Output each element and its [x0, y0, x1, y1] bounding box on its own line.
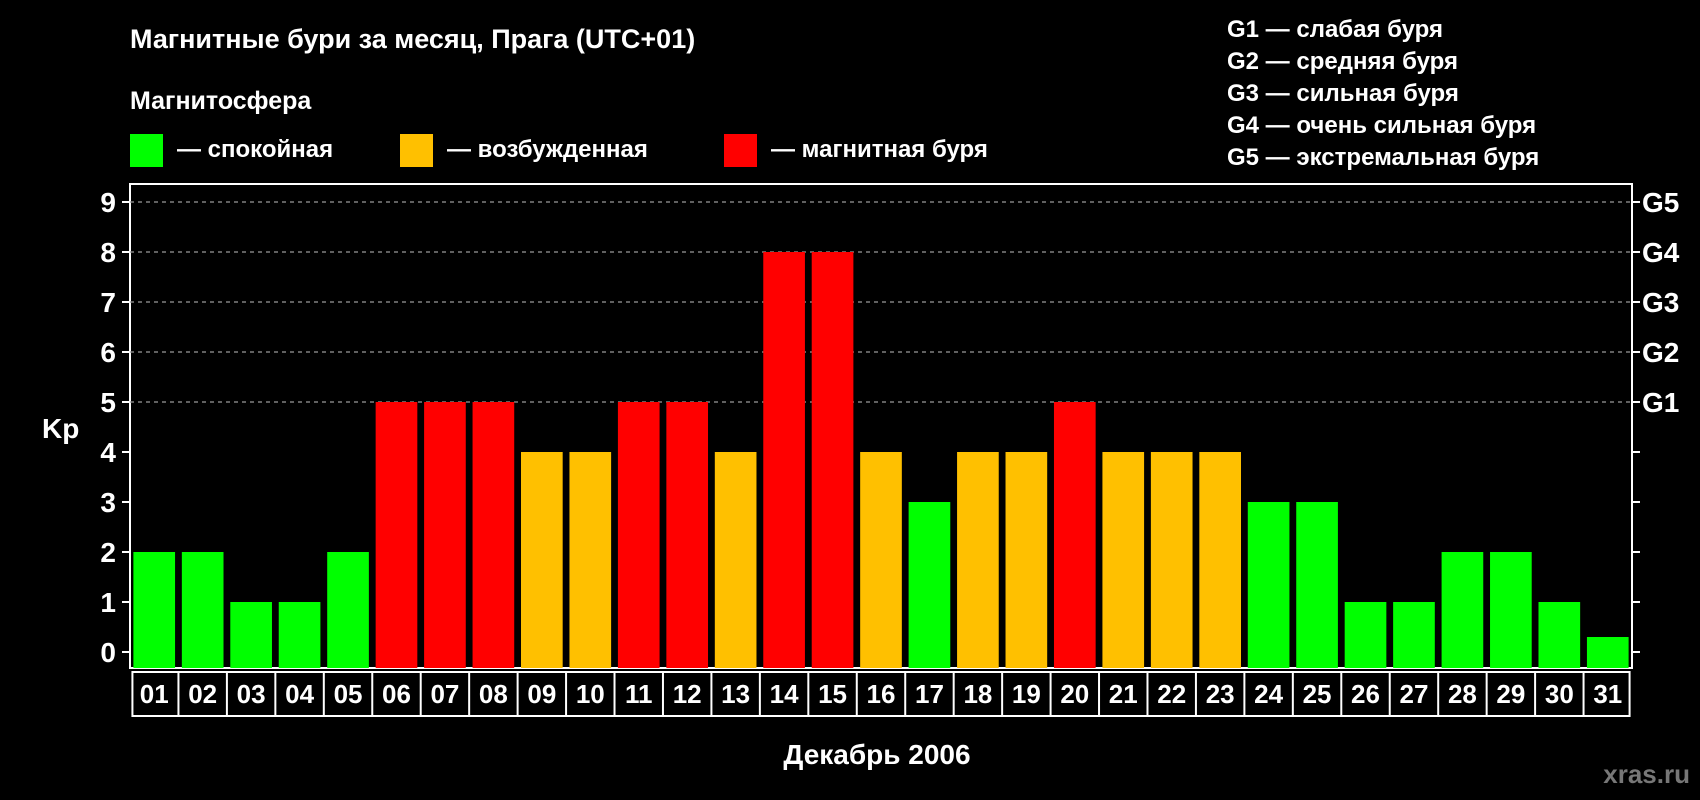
- y-tick-label-1: 1: [100, 587, 116, 618]
- legend: — спокойная — возбужденная — магнитная б…: [130, 134, 988, 167]
- bar-16: [860, 452, 902, 668]
- storm-scale-g1: G1 — слабая буря: [1227, 16, 1443, 43]
- bar-13: [714, 452, 757, 668]
- bar-20: [1053, 402, 1096, 668]
- bar-03: [230, 602, 272, 668]
- y-tick-label-6: 6: [100, 337, 116, 368]
- bar-10: [569, 452, 612, 668]
- x-tick-label-12: 12: [673, 679, 702, 709]
- bar-31: [1586, 637, 1629, 668]
- bar-29: [1490, 552, 1532, 668]
- y-tick-label-5: 5: [100, 387, 116, 418]
- x-tick-label-10: 10: [576, 679, 605, 709]
- x-tick-label-17: 17: [915, 679, 944, 709]
- legend-swatch-storm: [724, 134, 757, 167]
- bar-26: [1344, 602, 1387, 668]
- bar-28: [1441, 552, 1484, 668]
- x-tick-label-02: 02: [188, 679, 217, 709]
- bar-01: [133, 552, 176, 668]
- y-axis-label: Kp: [42, 413, 79, 444]
- legend-label-active: — возбужденная: [447, 136, 648, 163]
- x-tick-label-24: 24: [1254, 679, 1283, 709]
- x-tick-label-29: 29: [1496, 679, 1525, 709]
- x-tick-label-16: 16: [867, 679, 896, 709]
- right-tick-label-G5: G5: [1642, 187, 1679, 218]
- storm-scale-legend: G1 — слабая буря G2 — средняя буря G3 — …: [1227, 16, 1539, 171]
- x-tick-label-19: 19: [1012, 679, 1041, 709]
- x-tick-label-07: 07: [430, 679, 459, 709]
- x-tick-label-28: 28: [1448, 679, 1477, 709]
- storm-scale-g4: G4 — очень сильная буря: [1227, 112, 1536, 139]
- storm-scale-g5: G5 — экстремальная буря: [1227, 144, 1539, 171]
- x-tick-label-18: 18: [963, 679, 992, 709]
- legend-label-storm: — магнитная буря: [771, 136, 988, 163]
- chart-title: Магнитные бури за месяц, Прага (UTC+01): [130, 24, 695, 54]
- watermark: xras.ru: [1603, 759, 1690, 789]
- x-tick-label-14: 14: [770, 679, 799, 709]
- x-tick-label-23: 23: [1206, 679, 1235, 709]
- bar-17: [908, 502, 951, 668]
- bar-27: [1393, 602, 1435, 668]
- x-tick-label-27: 27: [1400, 679, 1429, 709]
- right-tick-label-G2: G2: [1642, 337, 1679, 368]
- x-tick-label-22: 22: [1157, 679, 1186, 709]
- bar-19: [1005, 452, 1048, 668]
- bar-07: [424, 402, 466, 668]
- bar-09: [521, 452, 563, 668]
- x-tick-label-01: 01: [140, 679, 169, 709]
- bar-08: [472, 402, 515, 668]
- x-tick-label-08: 08: [479, 679, 508, 709]
- x-tick-label-05: 05: [334, 679, 363, 709]
- x-tick-label-25: 25: [1303, 679, 1332, 709]
- bar-21: [1102, 452, 1145, 668]
- bar-15: [811, 252, 854, 668]
- legend-title: Магнитосфера: [130, 87, 312, 115]
- y-tick-label-9: 9: [100, 187, 116, 218]
- bar-11: [617, 402, 660, 668]
- legend-label-quiet: — спокойная: [177, 136, 333, 163]
- y-tick-label-4: 4: [100, 437, 116, 468]
- bar-18: [957, 452, 999, 668]
- x-tick-label-06: 06: [382, 679, 411, 709]
- x-tick-label-26: 26: [1351, 679, 1380, 709]
- x-tick-label-03: 03: [237, 679, 266, 709]
- x-tick-label-11: 11: [625, 679, 653, 709]
- bar-12: [666, 402, 709, 668]
- right-tick-label-G3: G3: [1642, 287, 1679, 318]
- legend-swatch-quiet: [130, 134, 163, 167]
- x-tick-label-15: 15: [818, 679, 847, 709]
- bar-06: [375, 402, 418, 668]
- x-tick-label-13: 13: [721, 679, 750, 709]
- y-tick-label-0: 0: [100, 637, 116, 668]
- bar-24: [1247, 502, 1290, 668]
- x-tick-label-04: 04: [285, 679, 314, 709]
- y-tick-label-7: 7: [100, 287, 116, 318]
- storm-scale-g3: G3 — сильная буря: [1227, 80, 1459, 107]
- y-tick-label-8: 8: [100, 237, 116, 268]
- x-tick-label-21: 21: [1109, 679, 1138, 709]
- x-tick-label-30: 30: [1545, 679, 1574, 709]
- storm-scale-g2: G2 — средняя буря: [1227, 48, 1458, 75]
- legend-swatch-active: [400, 134, 433, 167]
- bar-04: [278, 602, 321, 668]
- bar-25: [1296, 502, 1338, 668]
- x-tick-label-09: 09: [527, 679, 556, 709]
- bar-30: [1538, 602, 1581, 668]
- x-tick-label-20: 20: [1060, 679, 1089, 709]
- y-tick-label-3: 3: [100, 487, 116, 518]
- bar-23: [1199, 452, 1241, 668]
- x-tick-label-31: 31: [1593, 679, 1622, 709]
- y-tick-label-2: 2: [100, 537, 116, 568]
- bar-22: [1150, 452, 1193, 668]
- bar-05: [327, 552, 369, 668]
- right-tick-label-G1: G1: [1642, 387, 1679, 418]
- x-label-box: [131, 671, 1631, 717]
- bar-14: [763, 252, 805, 668]
- right-tick-label-G4: G4: [1642, 237, 1680, 268]
- bar-02: [181, 552, 224, 668]
- x-axis-label: Декабрь 2006: [783, 739, 970, 770]
